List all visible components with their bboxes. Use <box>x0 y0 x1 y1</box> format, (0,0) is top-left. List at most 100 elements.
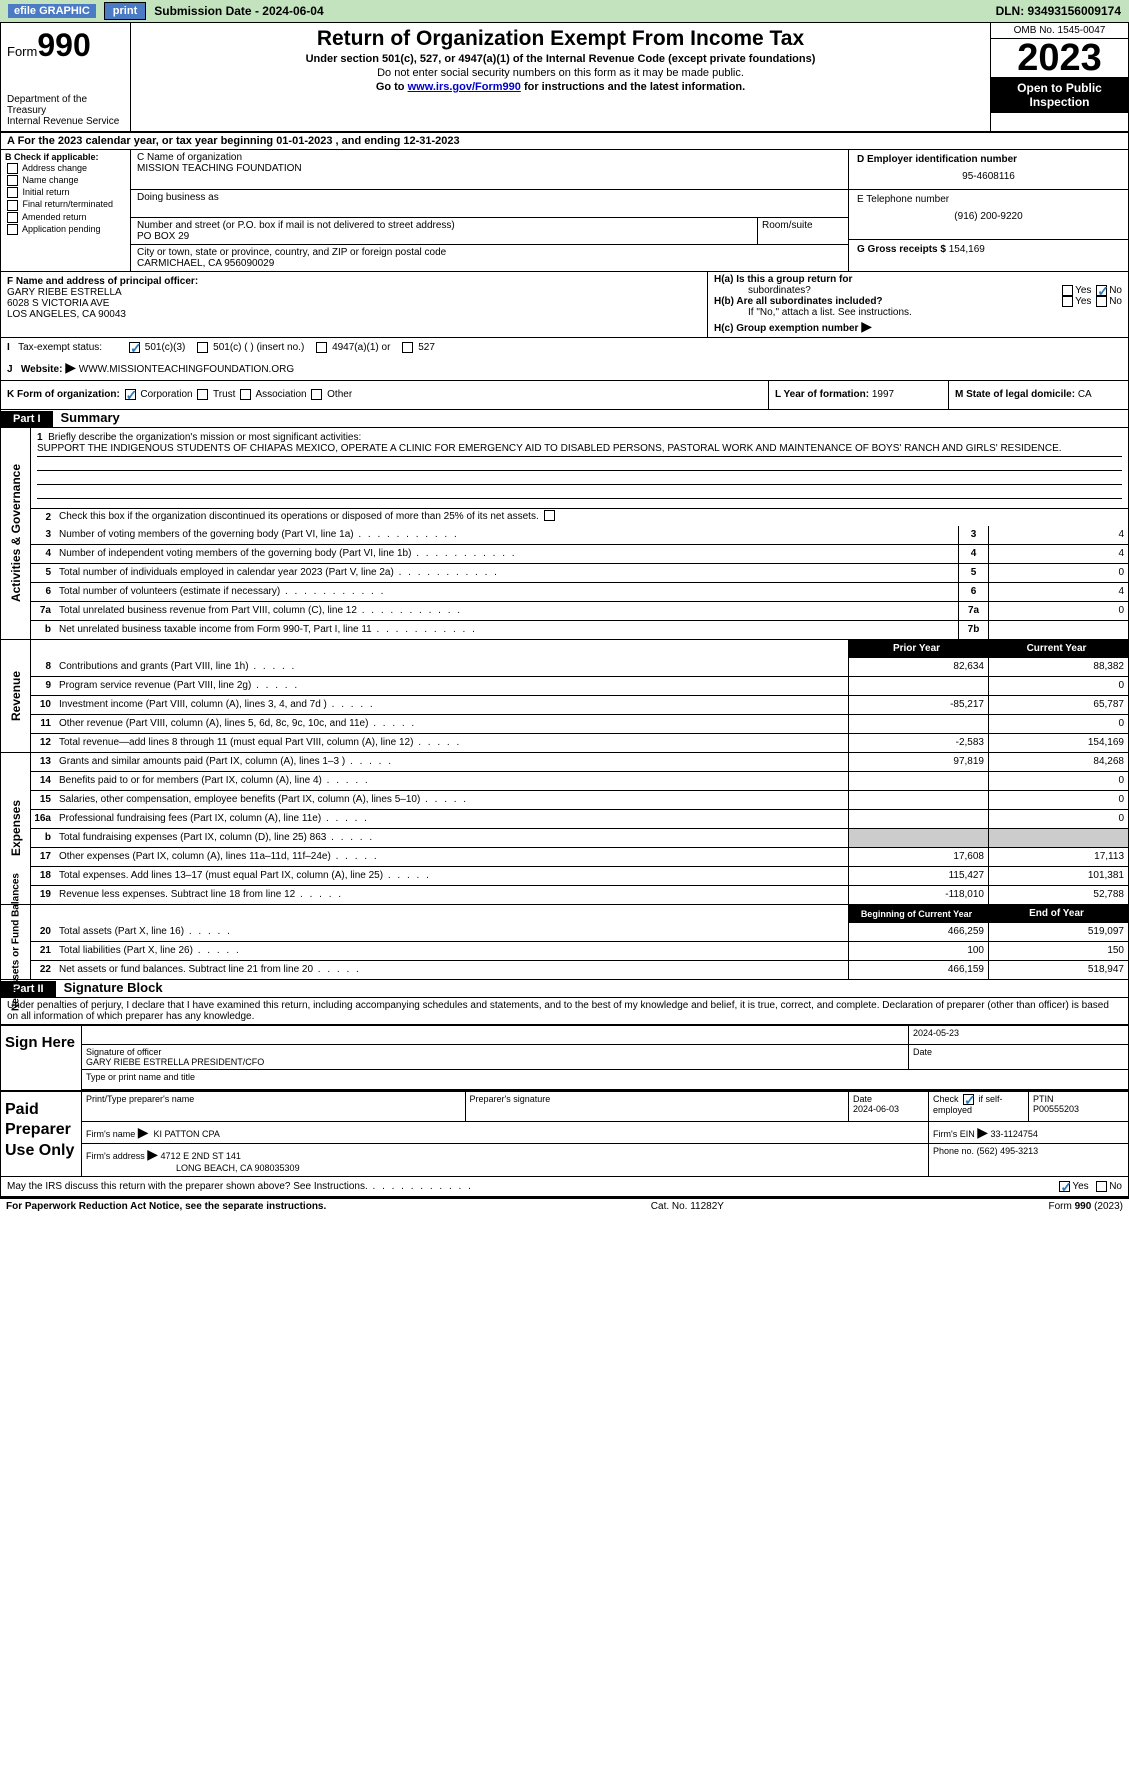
row-i-j: I Tax-exempt status: 501(c)(3) 501(c) ( … <box>1 337 1128 380</box>
tax-year: 2023 <box>991 39 1128 77</box>
trust-checkbox[interactable] <box>197 389 208 400</box>
box-b-checkbox[interactable] <box>7 187 18 198</box>
no-label: No <box>1109 285 1122 296</box>
row-a-period: A For the 2023 calendar year, or tax yea… <box>1 132 1128 149</box>
print-button[interactable]: print <box>104 2 146 20</box>
irs-link[interactable]: www.irs.gov/Form990 <box>408 81 521 93</box>
form-subtitle: Under section 501(c), 527, or 4947(a)(1)… <box>139 53 982 65</box>
box-c: C Name of organization MISSION TEACHING … <box>131 150 848 271</box>
4947-checkbox[interactable] <box>316 342 327 353</box>
header-title-block: Return of Organization Exempt From Incom… <box>131 23 990 131</box>
other-label: Other <box>327 390 352 401</box>
part-2-badge: Part II <box>1 981 56 997</box>
prior-year-header: Prior Year <box>848 640 988 658</box>
hb-label: H(b) Are all subordinates included? <box>714 296 883 307</box>
ptin-value: P00555203 <box>1033 1104 1079 1114</box>
sign-date: 2024-05-23 <box>908 1026 1128 1044</box>
public-inspection: Open to Public Inspection <box>991 77 1128 113</box>
org-name-label: C Name of organization <box>137 152 842 163</box>
yes-label: Yes <box>1075 285 1091 296</box>
form-header: Form990 Department of the Treasury Inter… <box>1 23 1128 132</box>
officer-label: F Name and address of principal officer: <box>7 276 701 287</box>
yes-label2: Yes <box>1075 296 1091 307</box>
org-name: MISSION TEACHING FOUNDATION <box>137 163 842 174</box>
part-1-title: Summary <box>61 410 120 425</box>
corp-checkbox[interactable] <box>125 389 136 400</box>
officer-addr1: 6028 S VICTORIA AVE <box>7 298 701 309</box>
501c3-label: 501(c)(3) <box>145 342 186 353</box>
tax-status-label: Tax-exempt status: <box>18 342 102 353</box>
dln-number: DLN: 93493156009174 <box>996 4 1121 18</box>
firm-ein: 33-1124754 <box>991 1129 1038 1139</box>
trust-label: Trust <box>213 390 235 401</box>
footer-form-num: 990 <box>1075 1201 1092 1212</box>
cat-no: Cat. No. 11282Y <box>651 1201 724 1212</box>
firm-addr-label: Firm's address <box>86 1151 145 1161</box>
arrow-icon: ▶ <box>147 1146 158 1162</box>
firm-name: KI PATTON CPA <box>154 1129 220 1139</box>
part-1-badge: Part I <box>1 411 53 427</box>
discuss-yes: Yes <box>1072 1181 1088 1192</box>
type-name-label: Type or print name and title <box>82 1070 1128 1090</box>
discuss-no: No <box>1109 1181 1122 1192</box>
goto-pre: Go to <box>376 81 408 93</box>
line2-checkbox[interactable] <box>544 510 555 521</box>
phone-label: E Telephone number <box>857 194 1120 205</box>
header-right: OMB No. 1545-0047 2023 Open to Public In… <box>990 23 1128 131</box>
box-h: H(a) Is this a group return for subordin… <box>708 272 1128 337</box>
gross-receipts-value: 154,169 <box>949 244 985 255</box>
domicile-value: CA <box>1078 389 1092 400</box>
discuss-text: May the IRS discuss this return with the… <box>7 1181 368 1192</box>
other-checkbox[interactable] <box>311 389 322 400</box>
date-label: Date <box>908 1045 1128 1069</box>
prep-date: 2024-06-03 <box>853 1104 899 1114</box>
ha-no-checkbox[interactable] <box>1096 285 1107 296</box>
irs-label: Internal Revenue Service <box>7 116 124 127</box>
website-label: Website: <box>21 364 65 375</box>
gross-receipts-label: G Gross receipts $ <box>857 244 946 255</box>
arrow-icon: ▶ <box>977 1124 988 1140</box>
paid-preparer-label: Paid Preparer Use Only <box>1 1092 81 1176</box>
form-footer: For Paperwork Reduction Act Notice, see … <box>0 1197 1129 1214</box>
discuss-yes-checkbox[interactable] <box>1059 1181 1070 1192</box>
room-suite-label: Room/suite <box>758 218 848 244</box>
paperwork-notice: For Paperwork Reduction Act Notice, see … <box>6 1201 326 1212</box>
hb-note: If "No," attach a list. See instructions… <box>714 307 1122 318</box>
box-b-checkbox[interactable] <box>7 175 18 186</box>
efile-badge: efile GRAPHIC <box>8 4 96 18</box>
penalties-text: Under penalties of perjury, I declare th… <box>1 997 1128 1024</box>
year-formation-value: 1997 <box>872 389 894 400</box>
officer-name: GARY RIEBE ESTRELLA <box>7 287 701 298</box>
box-b-checkbox[interactable] <box>7 224 18 235</box>
submission-date: Submission Date - 2024-06-04 <box>154 4 323 18</box>
footer-form-post: (2023) <box>1091 1201 1123 1212</box>
box-b: B Check if applicable: Address change Na… <box>1 150 131 271</box>
hb-yes-checkbox[interactable] <box>1062 296 1073 307</box>
self-emp-checkbox[interactable] <box>963 1094 974 1105</box>
line1-label: Briefly describe the organization's miss… <box>48 432 361 443</box>
501c-label: 501(c) ( ) (insert no.) <box>213 342 304 353</box>
527-checkbox[interactable] <box>402 342 413 353</box>
goto-post: for instructions and the latest informat… <box>521 81 745 93</box>
side-label-exp: Expenses <box>9 800 23 856</box>
box-b-checkbox[interactable] <box>7 200 18 211</box>
501c3-checkbox[interactable] <box>129 342 140 353</box>
box-b-checkbox[interactable] <box>7 163 18 174</box>
501c-checkbox[interactable] <box>197 342 208 353</box>
ein-label: D Employer identification number <box>857 154 1120 165</box>
activities-governance-section: Activities & Governance 1 Briefly descri… <box>1 427 1128 639</box>
row-f-h: F Name and address of principal officer:… <box>1 271 1128 337</box>
assoc-checkbox[interactable] <box>240 389 251 400</box>
ha-yes-checkbox[interactable] <box>1062 285 1073 296</box>
phone-value: (916) 200-9220 <box>857 211 1120 222</box>
side-label-na: Net Assets or Fund Balances <box>10 873 21 1011</box>
dept-treasury: Department of the Treasury <box>7 94 124 116</box>
discuss-no-checkbox[interactable] <box>1096 1181 1107 1192</box>
bcy-header: Beginning of Current Year <box>848 905 988 923</box>
hb-no-checkbox[interactable] <box>1096 296 1107 307</box>
city-value: CARMICHAEL, CA 956090029 <box>137 258 842 269</box>
prep-sig-label: Preparer's signature <box>465 1092 849 1121</box>
box-b-checkbox[interactable] <box>7 212 18 223</box>
form-990: Form990 Department of the Treasury Inter… <box>0 22 1129 1197</box>
box-b-label: B Check if applicable: <box>5 152 126 162</box>
